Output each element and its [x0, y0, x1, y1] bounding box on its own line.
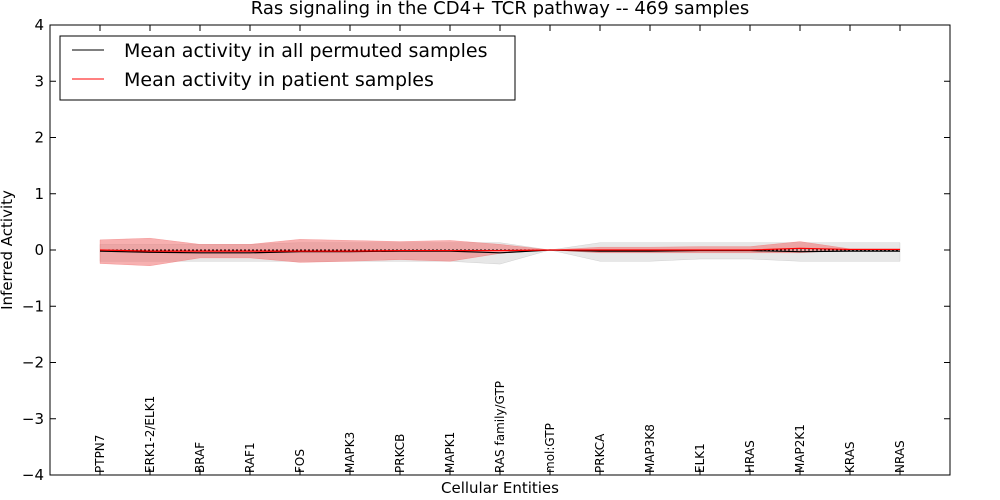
y-tick-label: −1	[22, 297, 44, 315]
x-category-label: NRAS	[893, 440, 907, 473]
legend-label-patient: Mean activity in patient samples	[124, 69, 434, 91]
legend: Mean activity in all permuted samples Me…	[59, 35, 516, 101]
y-tick-label: 1	[34, 185, 44, 203]
y-tick-label: 3	[34, 72, 44, 90]
x-category-label: FOS	[293, 449, 307, 473]
x-category-label: PTPN7	[93, 435, 107, 473]
x-category-label: ELK1	[693, 443, 707, 473]
x-category-label: KRAS	[843, 441, 857, 473]
series-line-permuted	[99, 249, 900, 254]
x-category-label: MAPK3	[343, 432, 357, 473]
x-category-label: HRAS	[743, 440, 757, 473]
x-category-label: MAP2K1	[793, 424, 807, 473]
x-category-label: MAP3K8	[643, 424, 657, 473]
y-axis-label: Inferred Activity	[0, 190, 16, 310]
x-category-label: PRKCA	[593, 433, 607, 473]
x-category-label: RAS family/GTP	[493, 381, 507, 473]
x-category-label: MAPK1	[443, 432, 457, 473]
x-category-label: mol:GTP	[543, 423, 557, 473]
y-tick-label: −4	[22, 466, 44, 484]
x-axis-label: Cellular Entities	[441, 479, 559, 497]
confidence-bands	[99, 237, 901, 267]
chart-title: Ras signaling in the CD4+ TCR pathway --…	[251, 0, 750, 19]
y-tick-label: 2	[34, 129, 44, 147]
x-axis: PTPN7 ERK1-2/ELK1 BRAF RAF1 FOS MAPK3 PRKCB MAP…	[93, 25, 907, 475]
y-axis: −4 −3 −2 −1 0 1 2 3 4	[22, 16, 950, 484]
legend-box	[59, 35, 516, 101]
y-tick-label: 0	[34, 241, 44, 259]
x-category-label: BRAF	[193, 442, 207, 473]
y-tick-label: −2	[22, 354, 44, 372]
x-category-label: PRKCB	[393, 434, 407, 473]
legend-label-permuted: Mean activity in all permuted samples	[124, 40, 487, 62]
y-tick-label: −3	[22, 410, 44, 428]
x-category-label: RAF1	[243, 442, 257, 473]
x-category-label: ERK1-2/ELK1	[143, 396, 157, 473]
series-line-patient	[99, 247, 900, 252]
series-lines	[99, 247, 900, 254]
y-tick-label: 4	[34, 16, 44, 34]
